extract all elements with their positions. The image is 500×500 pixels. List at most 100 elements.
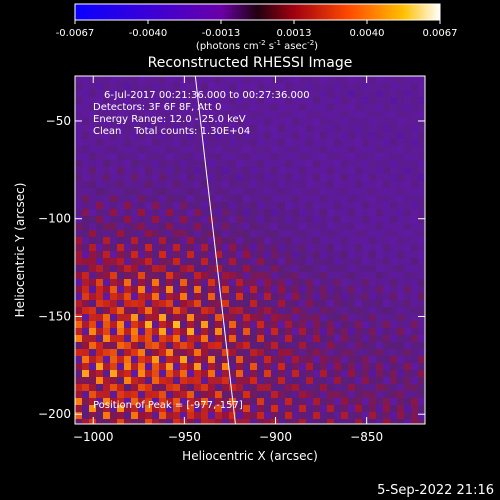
heatmap-cell xyxy=(376,286,383,293)
heatmap-cell xyxy=(306,160,313,167)
heatmap-cell xyxy=(278,293,285,300)
heatmap-cell xyxy=(82,314,89,321)
heatmap-cell xyxy=(229,202,236,209)
heatmap-cell xyxy=(117,321,124,328)
heatmap-cell xyxy=(397,167,404,174)
heatmap-cell xyxy=(411,244,418,251)
heatmap-cell xyxy=(89,356,96,363)
heatmap-cell xyxy=(271,321,278,328)
heatmap-cell xyxy=(278,335,285,342)
heatmap-cell xyxy=(292,279,299,286)
heatmap-cell xyxy=(341,223,348,230)
heatmap-cell xyxy=(145,272,152,279)
heatmap-cell xyxy=(75,363,82,370)
heatmap-cell xyxy=(390,349,397,356)
heatmap-cell xyxy=(89,398,96,405)
heatmap-cell xyxy=(390,230,397,237)
heatmap-cell xyxy=(404,104,411,111)
heatmap-cell xyxy=(306,76,313,83)
heatmap-cell xyxy=(173,118,180,125)
heatmap-cell xyxy=(369,293,376,300)
heatmap-cell xyxy=(117,104,124,111)
heatmap-cell xyxy=(187,405,194,412)
heatmap-cell xyxy=(257,419,264,424)
heatmap-cell xyxy=(306,391,313,398)
heatmap-cell xyxy=(271,174,278,181)
heatmap-cell xyxy=(194,223,201,230)
heatmap-cell xyxy=(215,363,222,370)
heatmap-cell xyxy=(397,223,404,230)
heatmap-cell xyxy=(299,384,306,391)
heatmap-cell xyxy=(75,412,82,419)
heatmap-cell xyxy=(89,230,96,237)
heatmap-cell xyxy=(355,258,362,265)
heatmap-cell xyxy=(222,328,229,335)
heatmap-cell xyxy=(341,251,348,258)
heatmap-cell xyxy=(152,328,159,335)
heatmap-cell xyxy=(362,244,369,251)
heatmap-cell xyxy=(159,377,166,384)
heatmap-cell xyxy=(194,377,201,384)
heatmap-cell xyxy=(418,174,425,181)
heatmap-cell xyxy=(117,202,124,209)
heatmap-cell xyxy=(152,307,159,314)
heatmap-cell xyxy=(313,230,320,237)
heatmap-cell xyxy=(320,321,327,328)
heatmap-cell xyxy=(243,356,250,363)
heatmap-cell xyxy=(159,398,166,405)
heatmap-cell xyxy=(320,146,327,153)
heatmap-cell xyxy=(341,237,348,244)
heatmap-cell xyxy=(82,328,89,335)
heatmap-cell xyxy=(75,321,82,328)
heatmap-cell xyxy=(320,286,327,293)
heatmap-cell xyxy=(285,391,292,398)
heatmap-cell xyxy=(271,181,278,188)
heatmap-cell xyxy=(369,272,376,279)
heatmap-cell xyxy=(166,328,173,335)
heatmap-cell xyxy=(110,160,117,167)
heatmap-cell xyxy=(166,202,173,209)
heatmap-cell xyxy=(159,216,166,223)
heatmap-cell xyxy=(285,146,292,153)
heatmap-cell xyxy=(355,174,362,181)
heatmap-cell xyxy=(369,321,376,328)
heatmap-cell xyxy=(369,90,376,97)
heatmap-cell xyxy=(201,181,208,188)
heatmap-cell xyxy=(194,244,201,251)
heatmap-cell xyxy=(369,265,376,272)
heatmap-cell xyxy=(306,405,313,412)
heatmap-cell xyxy=(103,349,110,356)
heatmap-cell xyxy=(250,237,257,244)
heatmap-cell xyxy=(397,230,404,237)
heatmap-cell xyxy=(187,377,194,384)
heatmap-cell xyxy=(285,139,292,146)
heatmap-cell xyxy=(327,405,334,412)
heatmap-cell xyxy=(103,195,110,202)
heatmap-cell xyxy=(103,342,110,349)
heatmap-cell xyxy=(299,146,306,153)
heatmap-cell xyxy=(131,286,138,293)
heatmap-cell xyxy=(257,412,264,419)
heatmap-cell xyxy=(117,265,124,272)
heatmap-cell xyxy=(110,104,117,111)
heatmap-cell xyxy=(159,349,166,356)
heatmap-cell xyxy=(250,251,257,258)
heatmap-cell xyxy=(215,349,222,356)
heatmap-cell xyxy=(89,132,96,139)
heatmap-cell xyxy=(271,419,278,424)
heatmap-cell xyxy=(82,181,89,188)
heatmap-cell xyxy=(124,244,131,251)
colorbar-ticks: -0.0067 -0.0040 -0.0013 0.0013 0.0040 0.0067 xyxy=(56,20,458,39)
heatmap-cell xyxy=(173,251,180,258)
heatmap-cell xyxy=(201,195,208,202)
heatmap-cell xyxy=(89,174,96,181)
heatmap-cell xyxy=(404,209,411,216)
heatmap-cell xyxy=(383,293,390,300)
heatmap-cell xyxy=(348,363,355,370)
heatmap-cell xyxy=(215,209,222,216)
heatmap-cell xyxy=(173,272,180,279)
heatmap-cell xyxy=(341,286,348,293)
heatmap-cell xyxy=(166,363,173,370)
heatmap-cell xyxy=(362,223,369,230)
heatmap-cell xyxy=(418,244,425,251)
